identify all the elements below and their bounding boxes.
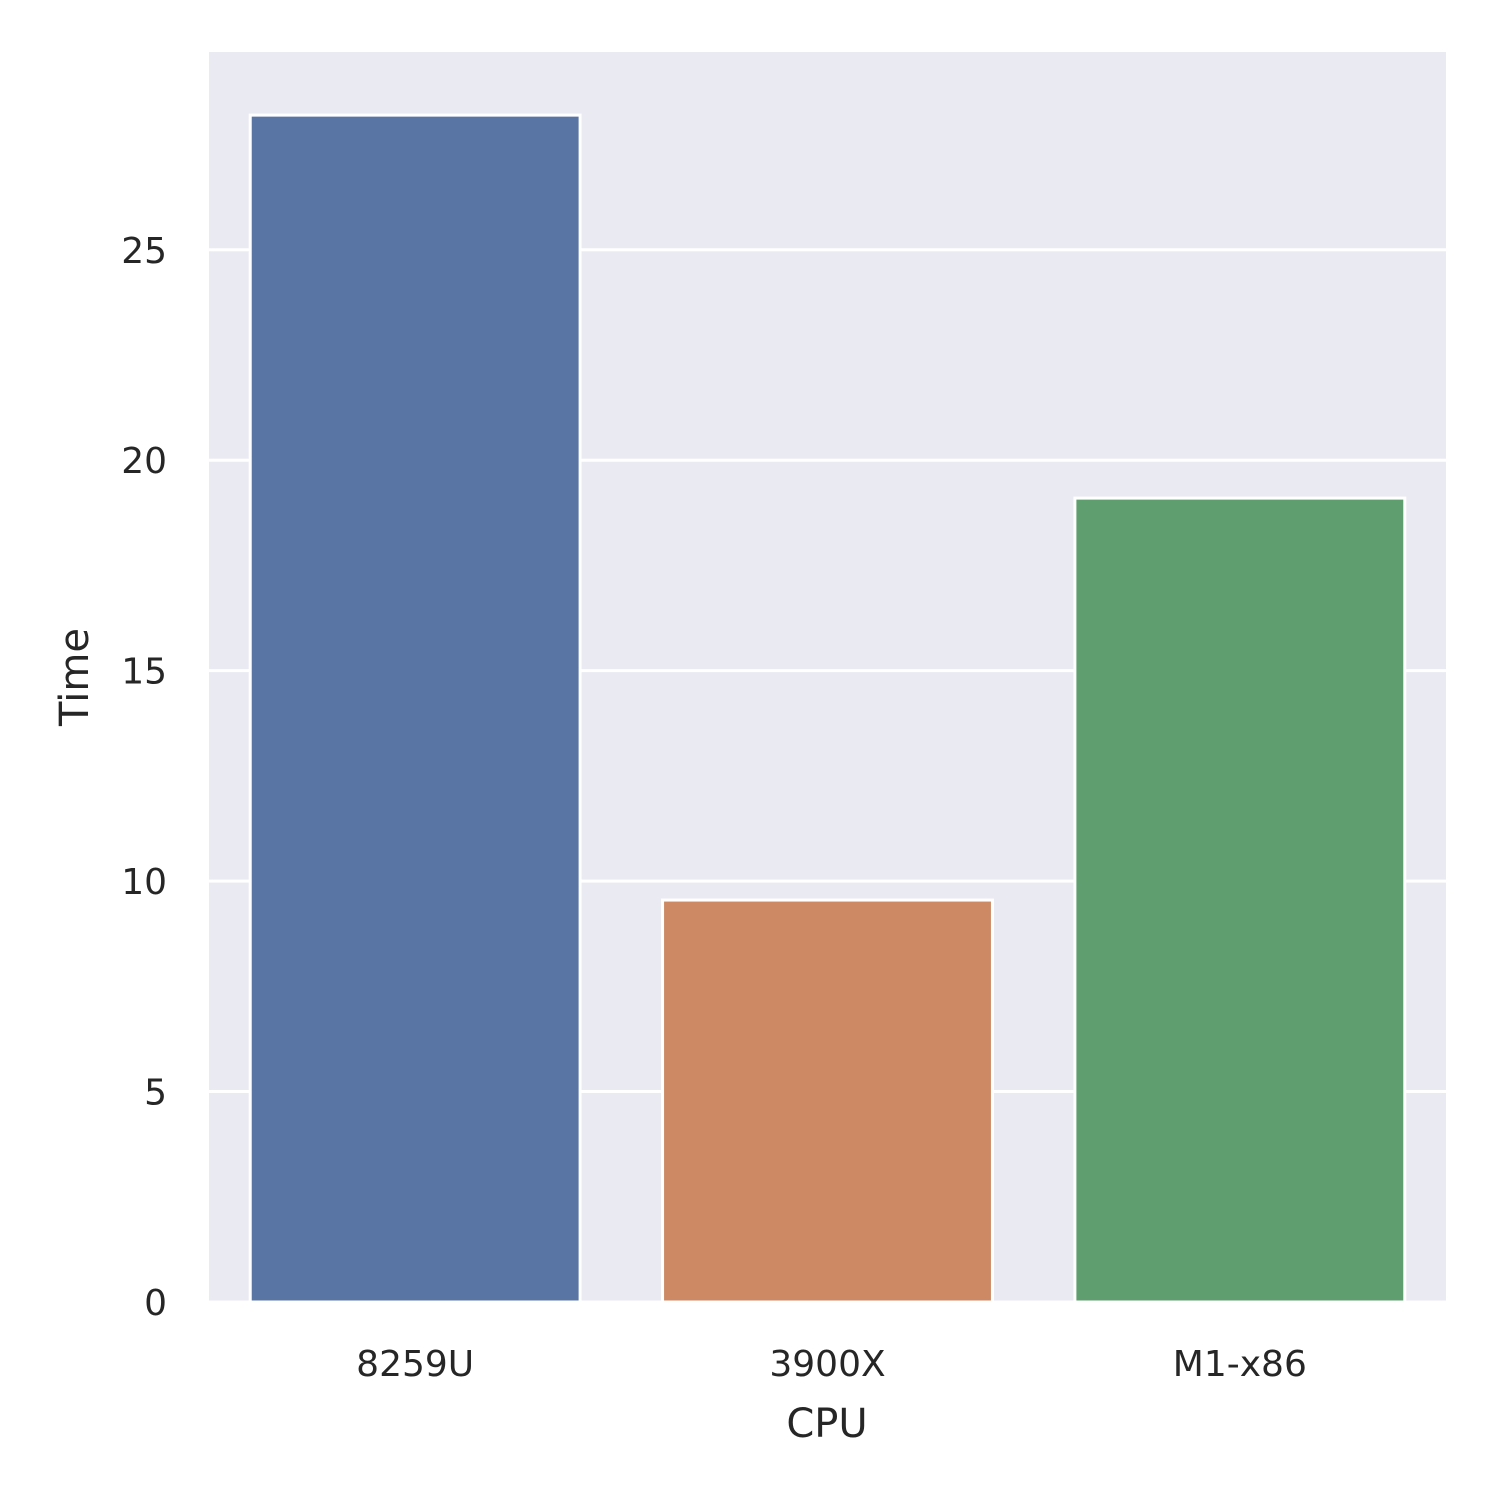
y-tick-label: 15 bbox=[121, 652, 167, 693]
x-tick-labels: 8259U 3900X M1-x86 bbox=[356, 1344, 1307, 1385]
bars bbox=[248, 113, 1407, 1304]
bar-M1-x86 bbox=[1073, 496, 1407, 1304]
x-tick-label: 3900X bbox=[769, 1344, 885, 1385]
y-tick-label: 10 bbox=[121, 862, 167, 903]
y-tick-label: 0 bbox=[144, 1283, 167, 1324]
bar-3900X bbox=[661, 898, 994, 1304]
x-tick-label: 8259U bbox=[356, 1344, 474, 1385]
y-tick-labels: 0 5 10 15 20 25 bbox=[121, 231, 167, 1324]
y-tick-label: 20 bbox=[121, 441, 167, 482]
y-tick-label: 5 bbox=[144, 1073, 167, 1114]
bar-8259U bbox=[248, 113, 582, 1304]
x-axis-label: CPU bbox=[786, 1401, 867, 1447]
y-tick-label: 25 bbox=[121, 231, 167, 272]
x-tick-label: M1-x86 bbox=[1173, 1344, 1307, 1385]
y-axis-label: Time bbox=[52, 628, 98, 727]
